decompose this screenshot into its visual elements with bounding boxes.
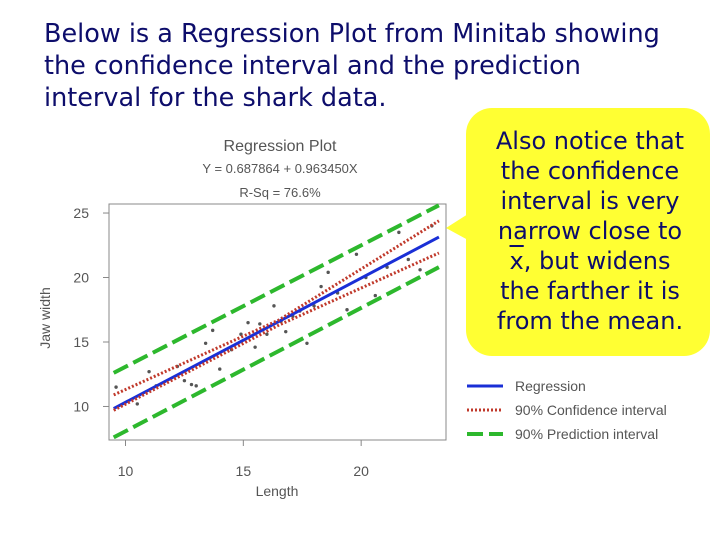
y-tick-label-25: 25 bbox=[73, 205, 89, 221]
data-point-5 bbox=[182, 378, 187, 383]
chart-legend: Regression 90% Confidence interval 90% Pre… bbox=[467, 378, 667, 442]
data-point-16 bbox=[265, 332, 269, 336]
callout-bubble bbox=[466, 108, 710, 356]
callout-line-4: narrow close to bbox=[497, 217, 683, 245]
x-tick-label-20: 20 bbox=[353, 463, 369, 479]
chart-equation: Y = 0.687864 + 0.963450X bbox=[202, 161, 358, 176]
data-point-19 bbox=[284, 329, 288, 334]
legend-label-0: Regression bbox=[515, 378, 586, 394]
data-point-32 bbox=[397, 230, 401, 235]
data-point-25 bbox=[326, 270, 330, 275]
data-point-30 bbox=[373, 293, 378, 298]
data-point-14 bbox=[253, 345, 257, 349]
data-point-9 bbox=[210, 328, 215, 333]
callout-line-1: Also notice that bbox=[495, 127, 685, 155]
callout-line-3: interval is very bbox=[500, 187, 680, 215]
heading-line-1: Below is a Regression Plot from Minitab … bbox=[44, 19, 660, 49]
prediction-upper-line bbox=[112, 203, 440, 375]
chart-title: Regression Plot bbox=[224, 138, 338, 155]
data-point-15 bbox=[258, 322, 262, 326]
y-axis-label: Jaw width bbox=[37, 287, 53, 348]
plot-area: 10 15 20 10 15 20 25 bbox=[73, 203, 447, 479]
data-point-1 bbox=[135, 402, 139, 406]
data-point-33 bbox=[406, 257, 410, 262]
data-point-34 bbox=[418, 268, 422, 272]
data-point-6 bbox=[189, 382, 194, 387]
data-point-22 bbox=[305, 341, 309, 345]
data-point-28 bbox=[354, 252, 359, 256]
heading-line-3: interval for the shark data. bbox=[44, 83, 387, 113]
callout-line-2: the confidence bbox=[500, 157, 680, 185]
data-point-0 bbox=[114, 385, 118, 389]
x-bar-symbol: x bbox=[509, 247, 524, 275]
callout-line-6: the farther it is bbox=[500, 277, 680, 305]
x-tick-label-15: 15 bbox=[236, 463, 252, 479]
prediction-lower-line bbox=[112, 265, 440, 440]
heading-line-2: the confidence interval and the predicti… bbox=[44, 51, 581, 81]
data-point-13 bbox=[246, 320, 250, 325]
confidence-lower-line bbox=[113, 251, 440, 412]
y-tick-label-20: 20 bbox=[73, 270, 89, 286]
x-axis-label: Length bbox=[256, 483, 299, 499]
data-point-17 bbox=[272, 304, 276, 308]
callout-line-7: from the mean. bbox=[496, 307, 684, 335]
x-tick-label-10: 10 bbox=[118, 463, 134, 479]
callout-text: Also notice that the confidence interval… bbox=[478, 126, 702, 336]
legend-label-1: 90% Confidence interval bbox=[515, 402, 667, 418]
data-point-8 bbox=[203, 341, 208, 345]
plot-frame bbox=[108, 203, 447, 441]
data-point-10 bbox=[218, 367, 222, 371]
confidence-upper-line bbox=[113, 219, 440, 397]
data-point-24 bbox=[319, 284, 323, 289]
callout-line-5-rest: , but widens bbox=[523, 247, 671, 275]
chart-rsq: R-Sq = 76.6% bbox=[239, 185, 321, 200]
y-tick-label-15: 15 bbox=[73, 334, 89, 350]
y-tick-label-10: 10 bbox=[73, 398, 89, 414]
callout-line-5: x, but widens bbox=[478, 246, 702, 276]
data-point-2 bbox=[147, 369, 151, 374]
data-point-12 bbox=[239, 332, 243, 336]
data-point-27 bbox=[345, 308, 349, 312]
data-point-7 bbox=[194, 384, 198, 388]
slide-heading: Below is a Regression Plot from Minitab … bbox=[44, 18, 684, 114]
legend-label-2: 90% Prediction interval bbox=[515, 426, 658, 442]
